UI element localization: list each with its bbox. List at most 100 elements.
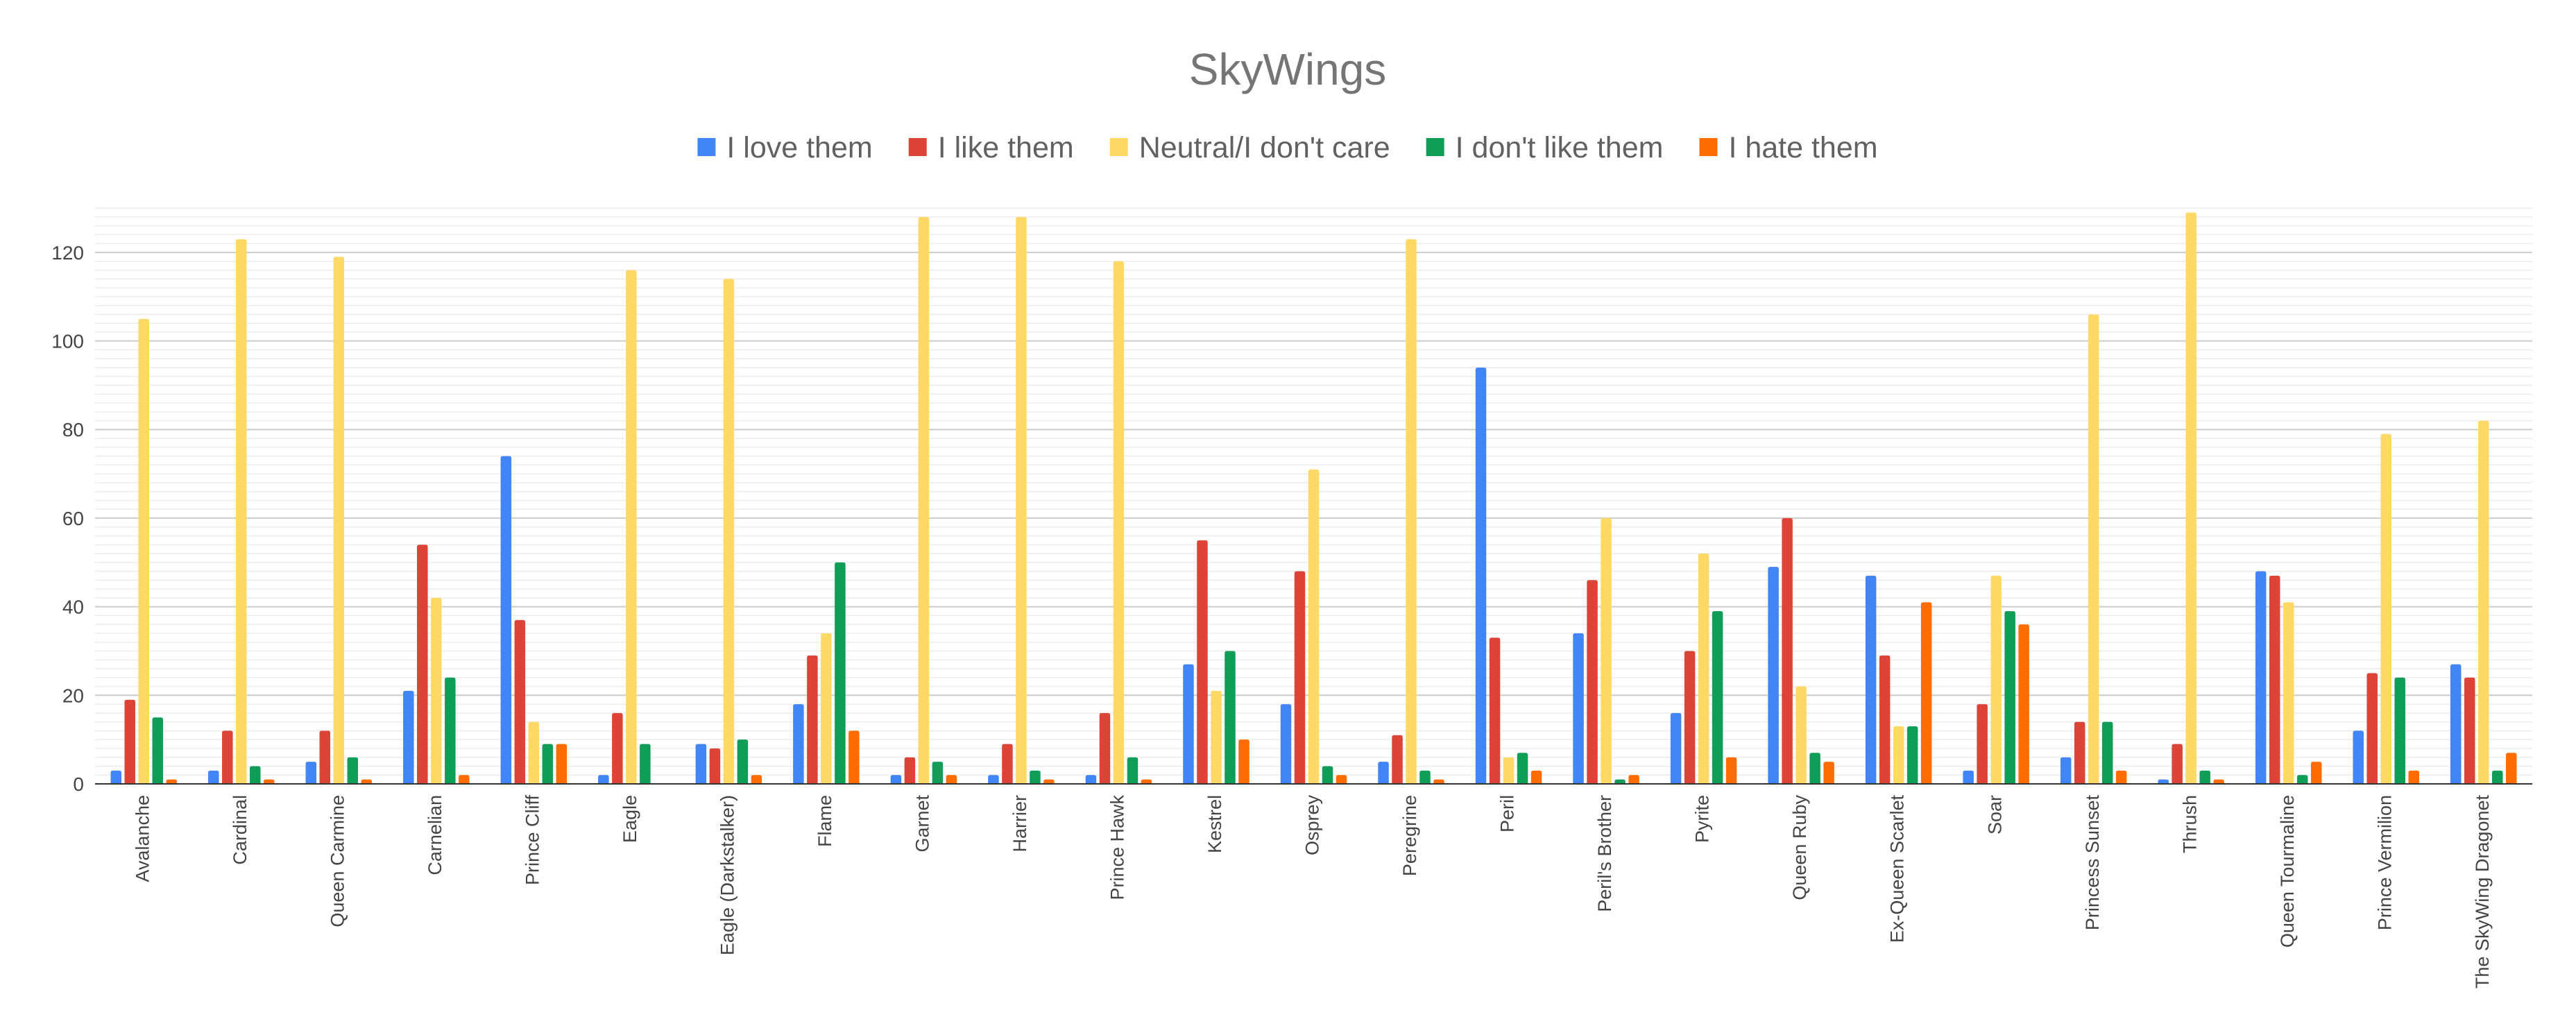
bar [2088,314,2099,784]
bar-group [110,318,178,785]
bar-group [988,216,1055,784]
x-tick-label: Peril's Brother [1594,795,1615,912]
x-tick-label: Avalanche [132,795,153,882]
legend-item: I don't like them [1426,131,1664,164]
bar [737,739,749,784]
bar [626,270,637,784]
bar [1990,575,2002,784]
bar [1712,611,1723,784]
bar [222,730,233,784]
bar [1016,216,1027,784]
bar [1127,757,1138,784]
bar [528,721,540,784]
x-axis: Avalanche Cardinal Queen Carmine Carnelian P… [95,783,2532,989]
bar [556,744,568,784]
bar-group [1670,554,1737,784]
y-axis: 0 20 40 60 80 100 120 [51,242,84,795]
bar [2380,434,2391,784]
bar [2310,762,2322,784]
bar [709,748,721,784]
bar-group [2158,212,2224,784]
bar [1392,735,1403,784]
bar [1601,518,1612,784]
bar [542,744,554,784]
x-tick-label: Garnet [912,795,933,853]
bar [1030,770,1041,784]
bar [1977,704,1988,784]
bar [1225,651,1236,784]
x-tick-label: Prince Cliff [522,795,543,886]
bar [2101,721,2113,784]
bar [988,775,999,784]
bar [1002,744,1013,784]
bar-group [1280,469,1347,784]
legend-item: Neutral/I don't care [1109,131,1390,164]
bar-group [305,257,373,784]
bar [1322,766,1333,784]
bar [1378,762,1389,784]
bars [110,212,2517,785]
bar [1489,638,1501,784]
bar [2060,757,2072,784]
bar [1768,567,1779,784]
x-tick-label: Queen Tourmaline [2277,795,2298,948]
bar [890,775,902,784]
legend-label: I don't like them [1456,131,1664,164]
bar [1406,239,1417,784]
bar [2158,779,2169,784]
x-tick-label: Peregrine [1399,795,1420,876]
bar [236,239,247,784]
bar [403,690,414,784]
x-tick-label: Queen Carmine [327,795,348,927]
bar [1823,762,1834,784]
bar-group [500,456,568,784]
bar [250,766,261,784]
y-tick-label: 0 [73,773,84,795]
bar-group [1573,518,1639,784]
legend-swatch [1109,138,1128,156]
x-tick-label: Prince Hawk [1107,795,1128,900]
x-tick-label: Ex-Queen Scarlet [1887,795,1908,943]
x-tick-label: Peril [1497,795,1518,832]
bar [807,655,818,784]
bar [1197,540,1208,784]
bar-group [1768,518,1834,784]
legend-swatch [1426,138,1444,156]
bar [1684,651,1696,784]
bar [598,775,609,784]
bar [500,456,512,784]
bar [1085,775,1097,784]
bar [904,757,916,784]
x-tick-label: Pyrite [1692,795,1713,843]
bar [347,757,359,784]
bar-group [1085,261,1152,785]
legend-item: I hate them [1699,131,1878,164]
bar-group [1378,239,1444,784]
bar [305,762,317,784]
bar [1795,686,1807,784]
bar [1113,261,1125,785]
bar-group [890,216,957,784]
bar [821,633,832,784]
x-tick-label: Osprey [1302,795,1323,856]
bar [2283,602,2294,784]
bar [1238,739,1249,784]
bar [946,775,957,784]
bar [2450,664,2462,784]
bar [1725,757,1737,784]
x-tick-label: The SkyWing Dragonet [2472,795,2493,989]
bar [2255,571,2267,784]
bar [2464,677,2475,784]
bar [2018,624,2029,784]
y-tick-label: 120 [51,242,84,264]
bar [124,699,136,784]
bar-group [1475,367,1542,784]
bar [2477,420,2489,784]
x-tick-label: Kestrel [1204,795,1225,853]
bar [110,770,122,784]
bar [612,712,623,784]
bar [208,770,219,784]
bar [1698,554,1709,784]
bar [2074,721,2085,784]
legend-label: I hate them [1728,131,1877,164]
